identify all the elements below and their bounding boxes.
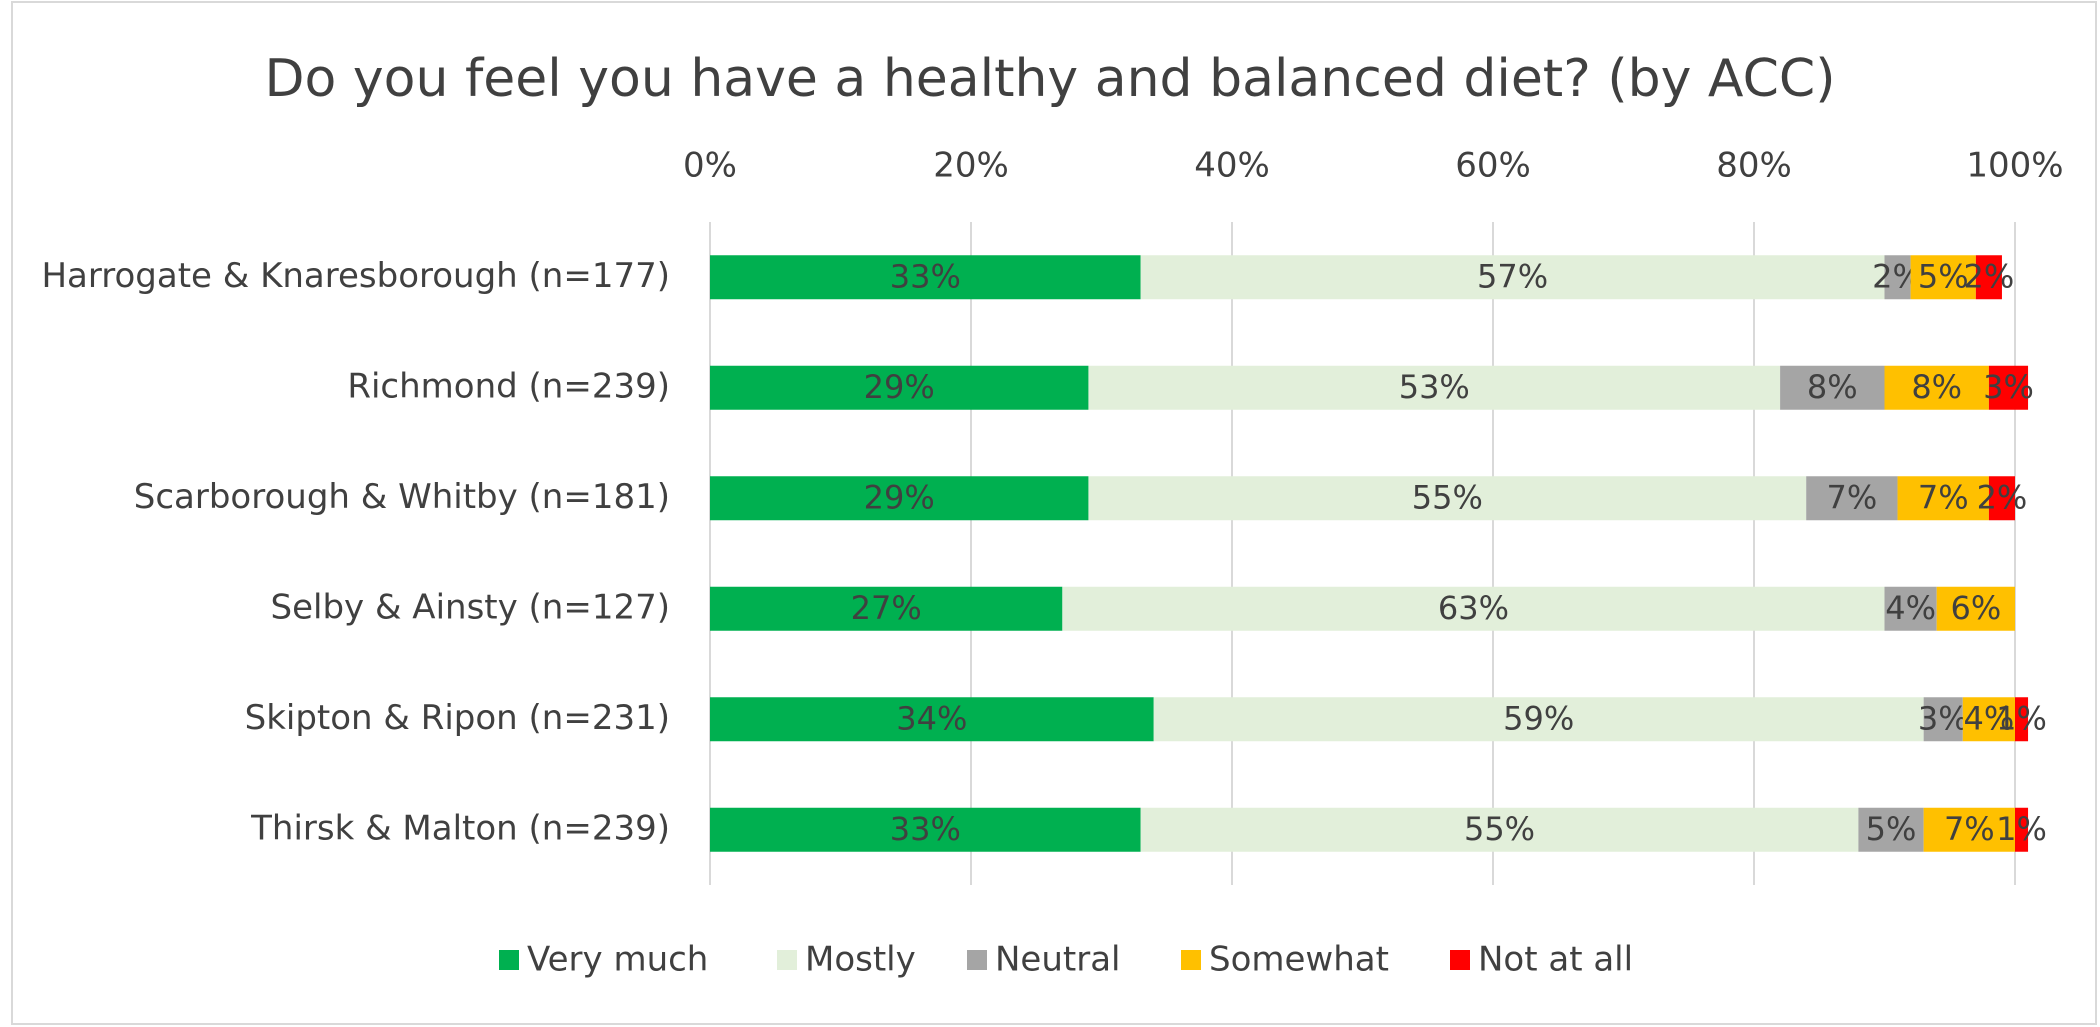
data-label: 8% [1911,368,1962,406]
bar-segment [1936,586,2015,631]
data-label: 6% [1950,589,2001,627]
bar-segment [1884,255,1911,300]
data-label: 8% [1807,368,1858,406]
data-label: 2% [1964,257,2015,295]
x-tick-label: 100% [1966,146,2063,186]
data-label: 55% [1412,478,1483,516]
data-label: 3% [1983,368,2034,406]
x-tick-label: 80% [1716,146,1792,186]
bar-segment [710,697,1154,742]
bar-segment [710,586,1063,631]
data-label: 4% [1964,699,2015,737]
y-tick-label: Harrogate & Knaresborough (n=177) [41,256,670,296]
data-label: 29% [864,368,935,406]
data-label: 53% [1399,368,1470,406]
data-label: 5% [1866,810,1917,848]
bar-segment [1923,697,1963,742]
data-label: 3% [1918,699,1969,737]
bar-segment [1923,807,2015,852]
data-label: 1% [1996,699,2047,737]
y-tick-label: Selby & Ainsty (n=127) [271,587,670,627]
data-label: 34% [896,699,967,737]
data-label: 27% [851,589,922,627]
bar-segment [1153,697,1924,742]
data-label: 29% [864,478,935,516]
data-label: 7% [1826,478,1877,516]
data-label: 4% [1885,589,1936,627]
data-label: 57% [1477,257,1548,295]
bar-segment [710,365,1089,410]
legend-swatch [499,950,519,970]
y-tick-label: Scarborough & Whitby (n=181) [134,477,670,517]
bar-segment [1780,365,1885,410]
y-tick-label: Skipton & Ripon (n=231) [245,698,670,738]
data-label: 55% [1464,810,1535,848]
data-label: 1% [1996,810,2047,848]
bar-segment [710,255,1141,300]
y-tick-label: Richmond (n=239) [347,366,670,406]
bar-segment [1140,807,1859,852]
chart-title: Do you feel you have a healthy and balan… [265,49,1836,109]
data-label: 7% [1918,478,1969,516]
x-tick-label: 60% [1455,146,1531,186]
legend-swatch [1181,950,1201,970]
x-tick-label: 40% [1194,146,1270,186]
data-label: 5% [1918,257,1969,295]
legend-label: Somewhat [1209,940,1389,980]
bar-segment [1884,365,1989,410]
bar-segment [1884,586,1937,631]
bar-segment [710,476,1089,521]
bar-segment [1988,365,2029,410]
bar-segment [1988,476,2015,521]
data-label: 33% [890,257,961,295]
legend-label: Neutral [995,940,1121,980]
data-label: 59% [1503,699,1574,737]
x-tick-label: 0% [683,146,737,186]
legend-label: Mostly [805,940,916,980]
x-tick-label: 20% [933,146,1009,186]
bar-segment [710,807,1141,852]
bar-segment [1910,255,1976,300]
legend-swatch [967,950,987,970]
legend-label: Very much [527,940,708,980]
bar-segment [1858,807,1924,852]
data-label: 2% [1977,478,2028,516]
bar-segment [1062,586,1885,631]
bar-segment [1140,255,1885,300]
data-label: 33% [890,810,961,848]
y-tick-label: Thirsk & Malton (n=239) [250,808,670,848]
bar-segment [1806,476,1898,521]
bar-segment [2015,807,2029,852]
legend-swatch [777,950,797,970]
data-label: 63% [1438,589,1509,627]
data-label: 7% [1944,810,1995,848]
bar-segment [1088,476,1807,521]
bar-segment [1897,476,1989,521]
bar-segment [1962,697,2015,742]
bar-segment [1088,365,1781,410]
legend-label: Not at all [1478,940,1633,980]
bar-segment [2015,697,2029,742]
legend-swatch [1450,950,1470,970]
bar-segment [1975,255,2002,300]
